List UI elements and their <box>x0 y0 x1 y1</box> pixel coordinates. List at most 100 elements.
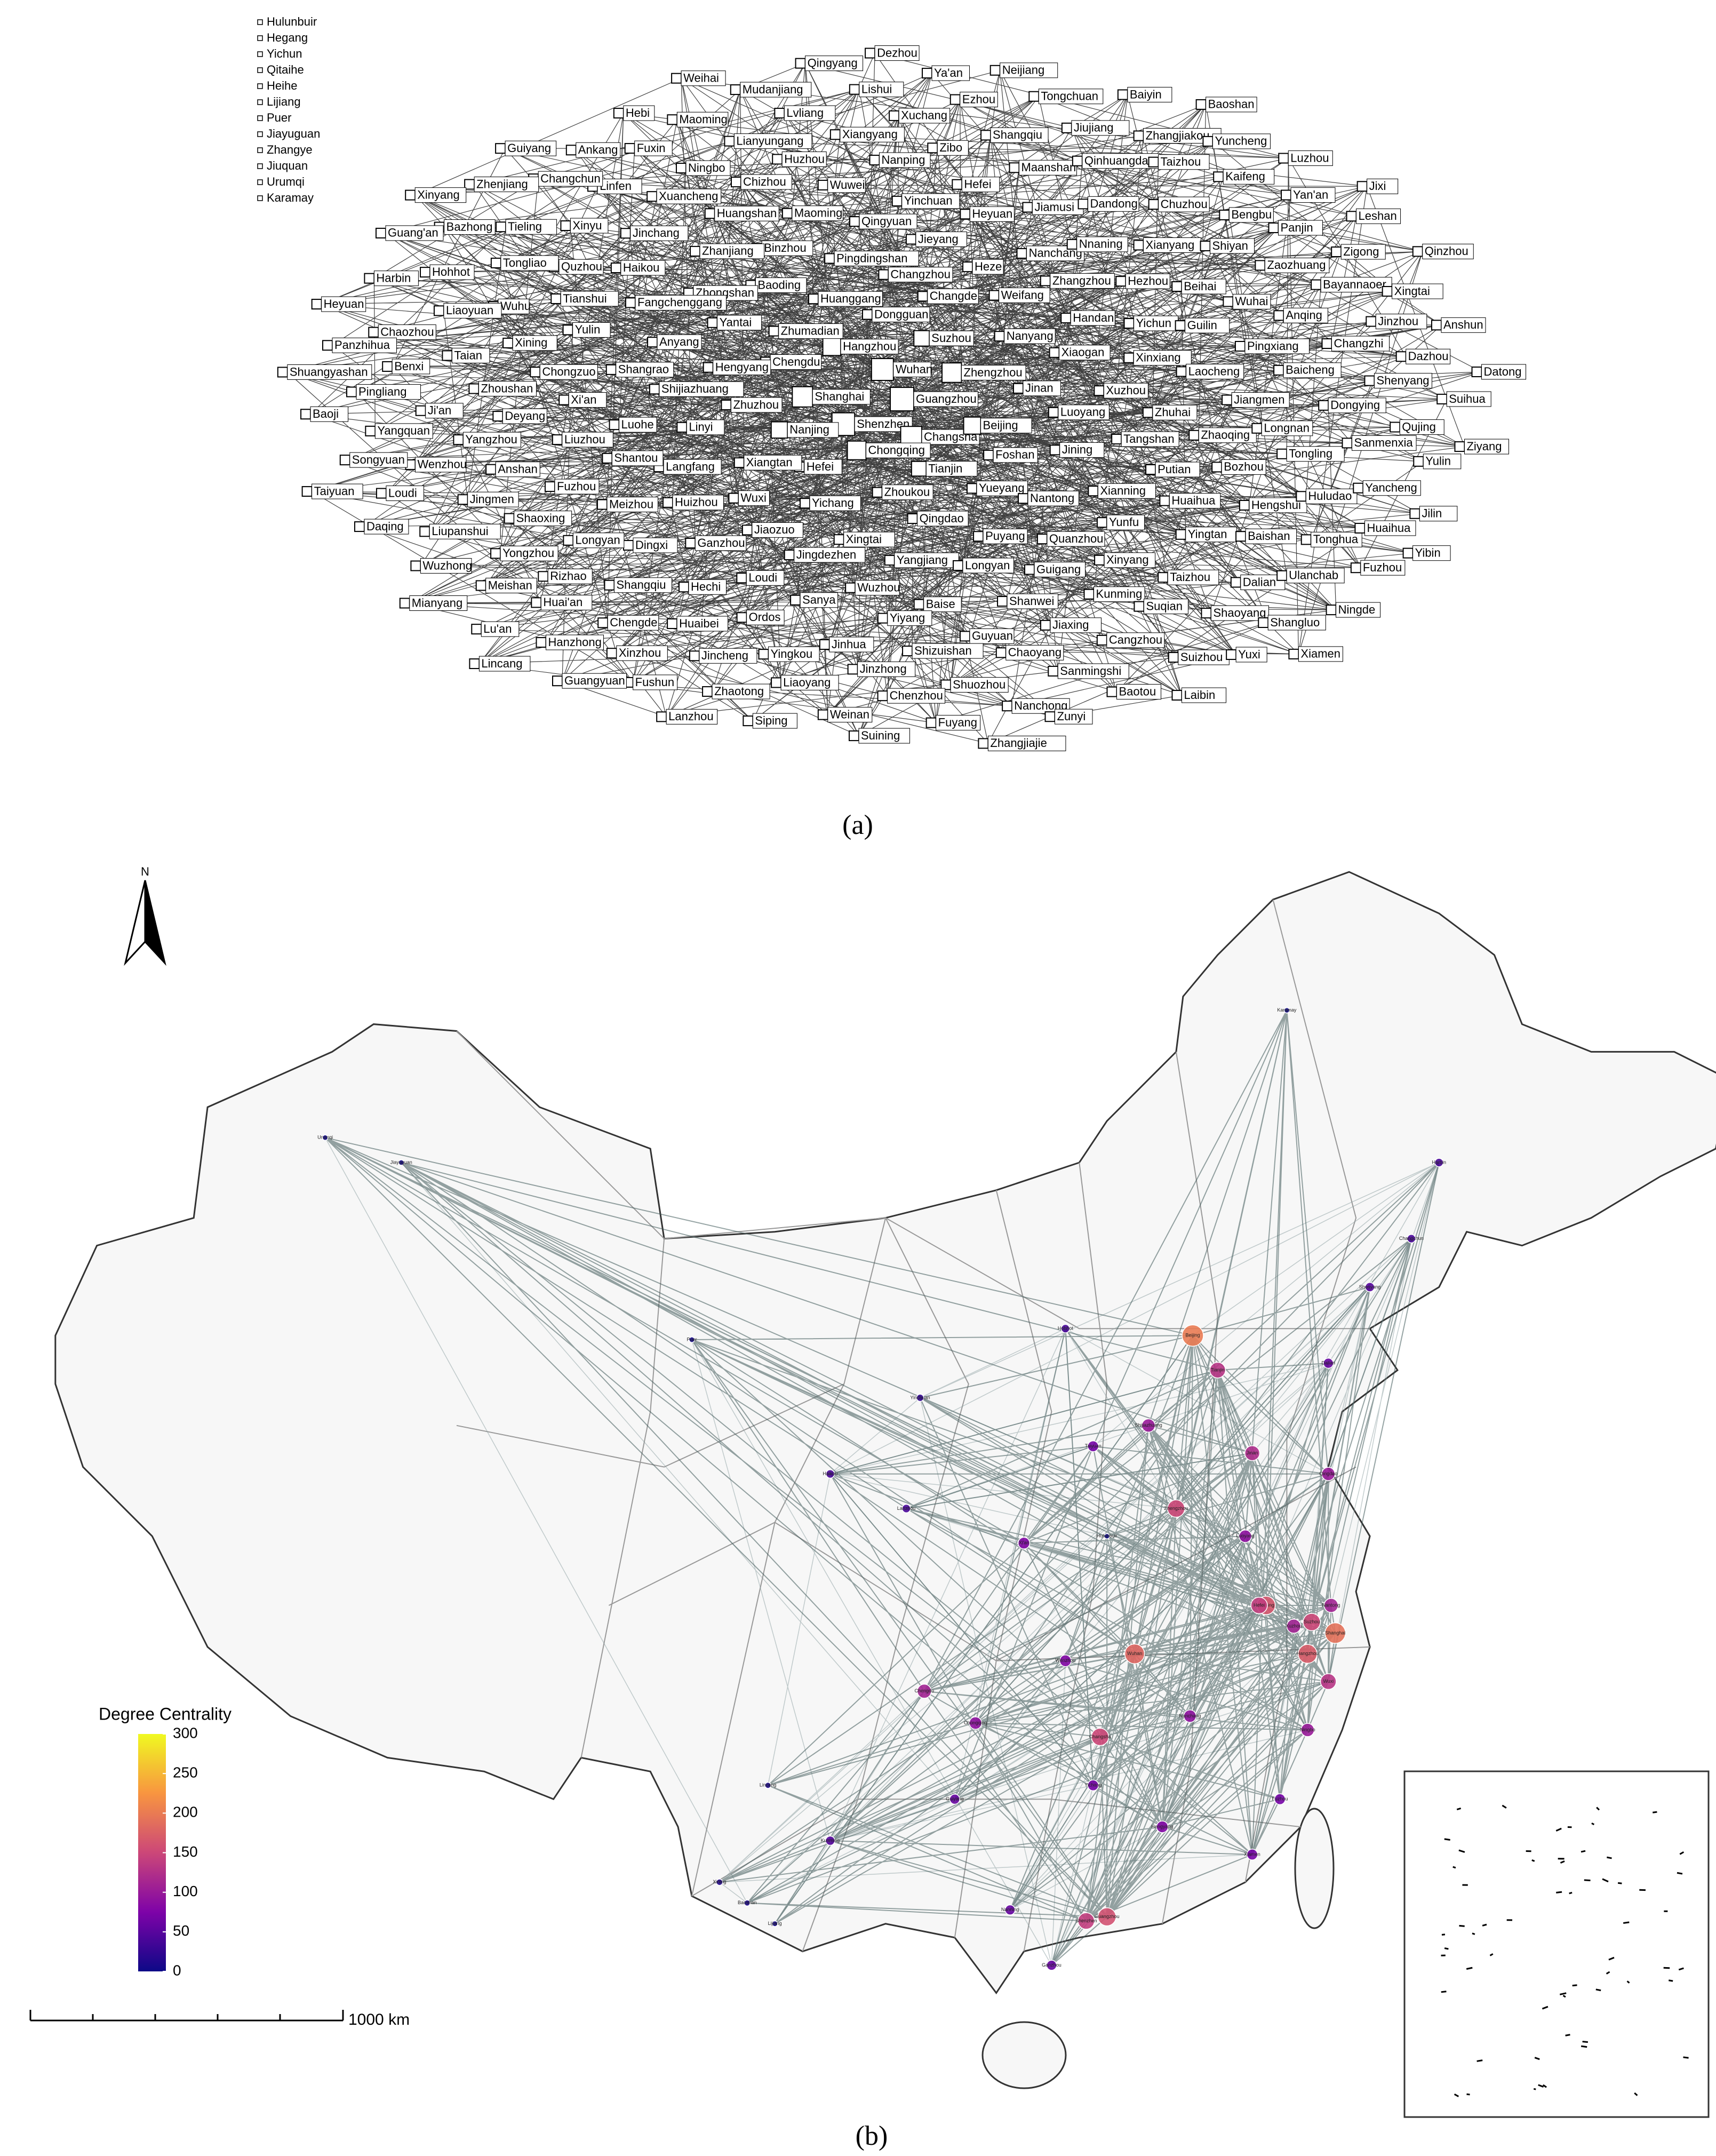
node <box>400 598 410 608</box>
node <box>912 462 927 476</box>
node <box>302 487 312 496</box>
city-label: Jiayuguan <box>390 1159 412 1165</box>
node-label: Guilin <box>1187 319 1217 332</box>
node <box>647 192 657 201</box>
node-label: Xinyang <box>1106 553 1149 567</box>
isolate-label: Jiuquan <box>267 159 308 172</box>
node <box>818 180 828 190</box>
node-label: Longyan <box>965 559 1010 572</box>
city-label: Guangzhou <box>1095 1914 1120 1919</box>
node-label: Dezhou <box>877 46 917 59</box>
node-label: Jincheng <box>701 649 748 662</box>
city-label: Changchun <box>1399 1236 1424 1241</box>
node-label: Xuchang <box>901 109 947 122</box>
node <box>845 583 855 593</box>
node <box>743 525 752 535</box>
node <box>538 571 548 581</box>
node <box>469 384 478 394</box>
isolate-label: Lijiang <box>267 95 301 108</box>
node <box>1067 240 1077 249</box>
island <box>1581 1851 1585 1852</box>
node-label: Yangzhou <box>465 433 517 446</box>
node <box>530 367 540 377</box>
node-label: Siping <box>755 714 787 727</box>
node-label: Tongliao <box>503 256 547 269</box>
node-label: Changde <box>930 289 977 303</box>
city-label: Shenzhen <box>1075 1918 1097 1923</box>
node-label: Quzhou <box>561 260 602 273</box>
city-label: Harbin <box>1432 1159 1447 1165</box>
node-label: Changzhou <box>890 267 951 281</box>
island <box>1573 1985 1577 1986</box>
node <box>848 441 866 460</box>
node <box>820 640 829 649</box>
node-label: Xianyang <box>1146 238 1195 251</box>
node-label: Liaoyang <box>783 675 831 689</box>
node-label: Taian <box>454 348 482 362</box>
node-label: Shizuishan <box>914 644 972 657</box>
node-label: Jinan <box>1025 381 1053 395</box>
node <box>991 66 1000 75</box>
city-label: Changsha <box>1089 1734 1111 1739</box>
node-label: Huzhou <box>784 152 825 165</box>
isolate-node <box>258 132 262 137</box>
island <box>1677 1873 1682 1874</box>
legend-tick-label: 0 <box>173 1962 181 1978</box>
node-label: Zhuhai <box>1155 405 1191 419</box>
node-label: Guyuan <box>972 629 1013 642</box>
node-label: Chongqing <box>868 443 925 457</box>
node <box>472 624 481 634</box>
node-label: Dingxi <box>635 538 668 552</box>
node <box>964 417 981 434</box>
node <box>365 426 375 436</box>
island <box>1669 1980 1673 1981</box>
node <box>1061 313 1071 323</box>
node-label: Qujing <box>1402 420 1436 433</box>
city-label: Kunming <box>821 1837 840 1843</box>
node <box>607 648 617 658</box>
city-label: Ningbo <box>1300 1727 1315 1732</box>
node-label: Baotou <box>1119 685 1156 698</box>
node <box>731 177 741 187</box>
node <box>1235 341 1245 351</box>
node-label: Hefei <box>964 178 991 191</box>
node-label: Zhuzhou <box>733 398 779 411</box>
node <box>1158 572 1168 582</box>
node <box>1437 394 1447 404</box>
node-label: Guigang <box>1036 562 1081 576</box>
node-label: Pingxiang <box>1247 339 1299 353</box>
node-label: Lanzhou <box>668 710 713 723</box>
island <box>1607 1857 1611 1858</box>
island <box>1472 1934 1475 1935</box>
node <box>1176 530 1186 539</box>
legend-tick-label: 150 <box>173 1843 198 1860</box>
node-label: Zunyi <box>1057 710 1086 723</box>
node-label: Benxi <box>394 360 424 373</box>
node <box>809 294 818 304</box>
node <box>997 596 1007 606</box>
node <box>442 351 452 360</box>
node <box>792 387 812 407</box>
island <box>1295 1809 1334 1928</box>
node-label: Yueyang <box>979 481 1025 495</box>
node-label: Changchun <box>540 172 601 185</box>
node-label: Liaoyuan <box>446 304 493 317</box>
node <box>850 217 859 226</box>
node-label: Xiangtan <box>746 456 793 469</box>
node <box>323 340 332 350</box>
node <box>872 359 893 380</box>
node <box>973 531 983 541</box>
city-label: Shenyang <box>1359 1284 1381 1290</box>
node <box>453 435 463 444</box>
node <box>1410 509 1419 519</box>
node-label: Ji'an <box>428 404 452 417</box>
node-label: Jiaozuo <box>754 523 795 536</box>
node-label: Shijiazhuang <box>661 382 729 395</box>
node-label: Hengshui <box>1251 498 1301 512</box>
isolate-node <box>258 164 262 169</box>
node <box>1037 534 1047 544</box>
node <box>1118 90 1128 99</box>
